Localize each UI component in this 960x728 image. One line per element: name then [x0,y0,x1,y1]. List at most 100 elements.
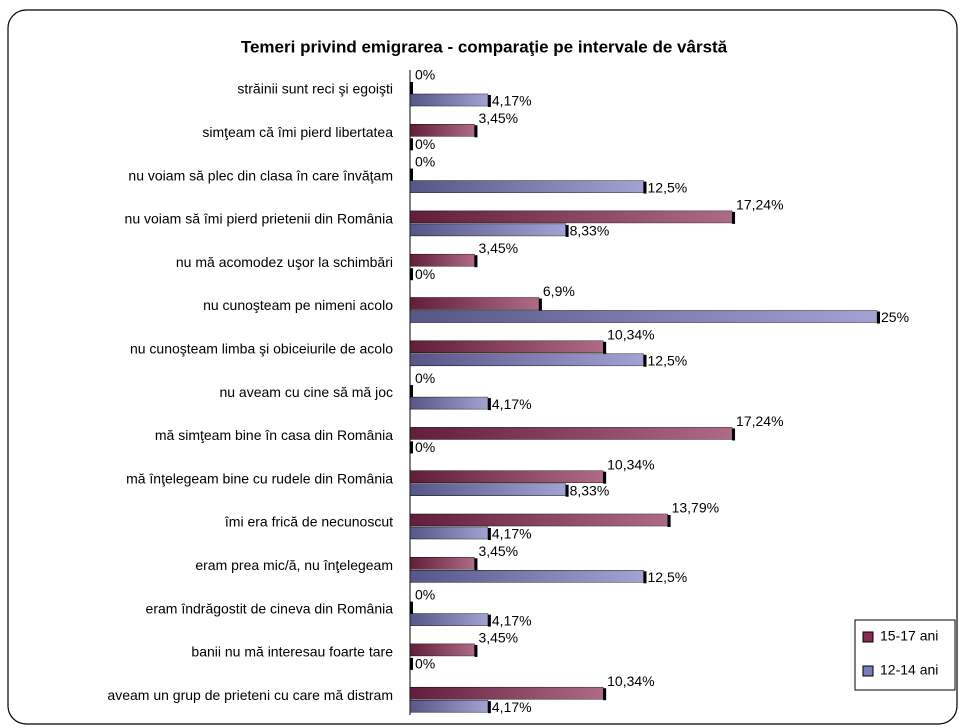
value-label: 4,17% [492,612,532,628]
bar-shadow [538,298,542,311]
value-label: 3,45% [478,543,518,559]
bar-shadow [643,354,647,367]
bar-shadow [487,398,491,411]
category-label: simţeam că îmi pierd libertatea [202,124,393,140]
bar-shade [410,643,475,656]
value-label: 4,17% [492,93,532,109]
value-label: 0% [415,136,435,152]
bar-shade [410,254,475,267]
value-label: 10,34% [607,673,654,689]
bar-shade [410,353,644,366]
value-label: 4,17% [492,526,532,542]
value-label: 3,45% [478,110,518,126]
bar-shadow [410,82,413,94]
category-label: eram îndrăgostit de cineva din România [146,600,394,616]
bar-shadow [474,558,478,571]
bar-shade [410,397,488,410]
value-label: 0% [415,153,435,169]
value-label: 0% [415,439,435,455]
value-label: 12,5% [648,569,688,585]
value-label: 0% [415,656,435,672]
bar-shadow [410,138,413,151]
category-label: banii nu mă interesau foarte tare [191,644,393,660]
bar-shade [410,223,566,236]
bar-shade [410,427,733,440]
value-label: 17,24% [736,413,783,429]
category-label: eram prea mic/ă, nu înţelegeam [195,557,393,573]
category-label: nu cunoşteam limba şi obiceiurile de aco… [130,341,393,357]
bar-shadow [487,701,491,714]
bar-shadow [667,515,671,527]
bar-shade [410,310,877,323]
bar-shadow [487,614,491,627]
frame [7,9,958,725]
value-label: 12,5% [648,179,688,195]
bar-shade [410,180,644,193]
value-label: 25% [881,309,909,325]
category-label: mă simţeam bine în casa din România [155,427,393,443]
bar-shadow [474,255,478,268]
bar-shadow [487,528,491,540]
value-label: 10,34% [607,327,654,343]
bar-shadow [603,688,607,701]
category-label: nu cunoşteam pe nimeni acolo [203,297,393,313]
bar-shadow [410,657,413,670]
legend-swatch [862,631,874,643]
bar-shade [410,483,566,496]
bar-shadow [410,168,413,181]
bar-shadow [474,644,478,657]
category-label: îmi era frică de necunoscut [224,514,393,530]
bar-shade [410,94,488,106]
value-label: 13,79% [672,500,719,516]
category-label: mă înţelegeam bine cu rudele din România [126,470,393,486]
category-label: nu voiam să plec din clasa în care învăţ… [128,167,393,183]
value-label: 0% [415,67,435,83]
category-label: nu voiam să îmi pierd prietenii din Româ… [125,211,394,227]
value-label: 0% [415,266,435,282]
value-label: 10,34% [607,456,654,472]
value-label: 0% [415,370,435,386]
category-label: aveam un grup de prieteni cu care mă dis… [107,687,393,703]
value-label: 4,17% [492,699,532,715]
bar-shadow [410,385,413,398]
category-label: străinii sunt reci şi egoişti [237,81,393,97]
bar-shade [410,687,604,700]
chart-title: Temeri privind emigrarea - comparaţie pe… [241,37,728,56]
bar-shadow [410,441,413,454]
bar-shadow [410,268,413,281]
bar-shade [410,470,604,483]
category-label: nu aveam cu cine să mă joc [219,384,393,400]
bar-shade [410,210,733,223]
bar-shade [410,700,488,713]
bar-shadow [565,484,569,497]
value-label: 4,17% [492,396,532,412]
legend-label: 12-14 ani [880,662,938,678]
value-label: 17,24% [736,197,783,213]
value-label: 0% [415,586,435,602]
bar-shadow [732,428,736,441]
value-label: 8,33% [570,223,610,239]
legend-swatch [862,665,874,677]
bar-shadow [643,181,647,194]
bar-shade [410,527,488,539]
value-label: 6,9% [543,283,575,299]
bar-shadow [732,211,736,224]
bar-shade [410,613,488,626]
bar-shade [410,340,604,353]
bar-shadow [410,601,413,614]
category-label: nu mă acomodez uşor la schimbări [176,254,393,270]
value-label: 12,5% [648,353,688,369]
value-label: 3,45% [478,240,518,256]
bar-shadow [487,95,491,107]
bar-shadow [565,224,569,237]
bar-shadow [877,311,880,324]
value-label: 3,45% [478,630,518,646]
bar-shadow [474,125,478,138]
value-label: 8,33% [570,482,610,498]
bar-shadow [603,471,607,484]
bar-shade [410,557,475,570]
legend-label: 15-17 ani [880,628,938,644]
bar-shade [410,570,644,583]
bar-shade [410,124,475,137]
